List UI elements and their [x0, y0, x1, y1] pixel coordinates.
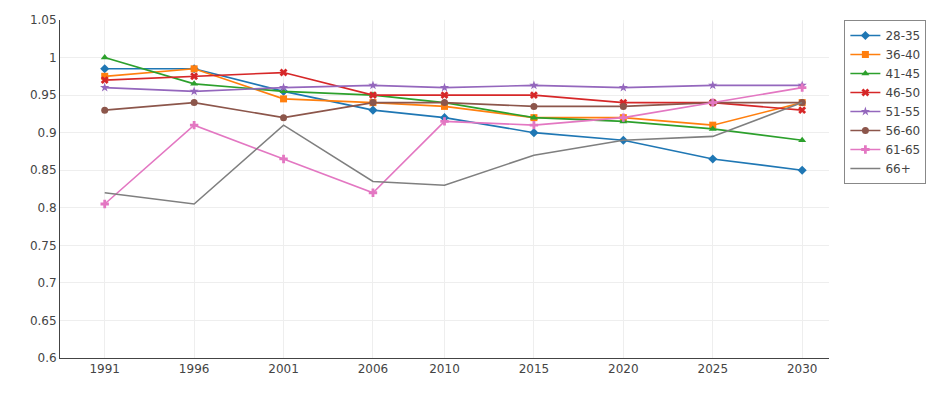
svg-text:1991: 1991: [89, 362, 120, 376]
svg-text:28-35: 28-35: [885, 29, 920, 43]
svg-text:2015: 2015: [519, 362, 550, 376]
svg-text:0.8: 0.8: [38, 201, 57, 215]
svg-text:2025: 2025: [697, 362, 728, 376]
svg-text:2006: 2006: [358, 362, 389, 376]
svg-text:56-60: 56-60: [885, 124, 920, 138]
svg-text:2030: 2030: [787, 362, 818, 376]
svg-text:1996: 1996: [179, 362, 210, 376]
svg-text:1.05: 1.05: [30, 13, 57, 27]
svg-text:0.95: 0.95: [30, 88, 57, 102]
svg-text:0.75: 0.75: [30, 239, 57, 253]
svg-text:41-45: 41-45: [885, 67, 920, 81]
svg-text:1: 1: [49, 51, 57, 65]
svg-text:0.9: 0.9: [38, 126, 57, 140]
svg-text:51-55: 51-55: [885, 105, 920, 119]
svg-text:2001: 2001: [268, 362, 299, 376]
svg-text:46-50: 46-50: [885, 86, 920, 100]
svg-text:61-65: 61-65: [885, 143, 920, 157]
svg-text:0.6: 0.6: [38, 351, 57, 365]
svg-text:66+: 66+: [885, 162, 910, 176]
svg-text:0.65: 0.65: [30, 314, 57, 328]
svg-text:0.85: 0.85: [30, 163, 57, 177]
svg-text:36-40: 36-40: [885, 48, 920, 62]
svg-text:2010: 2010: [429, 362, 460, 376]
svg-text:0.7: 0.7: [38, 276, 57, 290]
svg-text:2020: 2020: [608, 362, 639, 376]
